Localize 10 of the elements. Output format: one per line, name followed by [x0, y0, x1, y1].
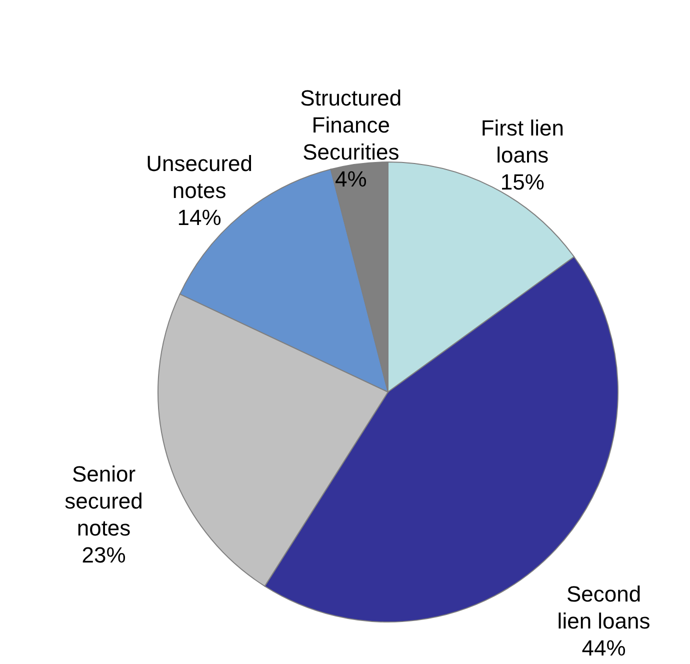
slice-label: Second lien loans — [557, 582, 650, 634]
data-label: 15% — [500, 169, 544, 194]
data-label: 44% — [582, 636, 626, 661]
data-label: 4% — [335, 166, 367, 192]
data-label: 23% — [82, 542, 126, 568]
slice-label: Unsecured notes — [146, 150, 253, 203]
slice-label: Structured Finance Securities — [300, 85, 402, 164]
slice-label: First lien loans — [480, 115, 564, 168]
data-label: 14% — [177, 204, 222, 230]
slice-label: Senior secured notes — [64, 462, 143, 541]
